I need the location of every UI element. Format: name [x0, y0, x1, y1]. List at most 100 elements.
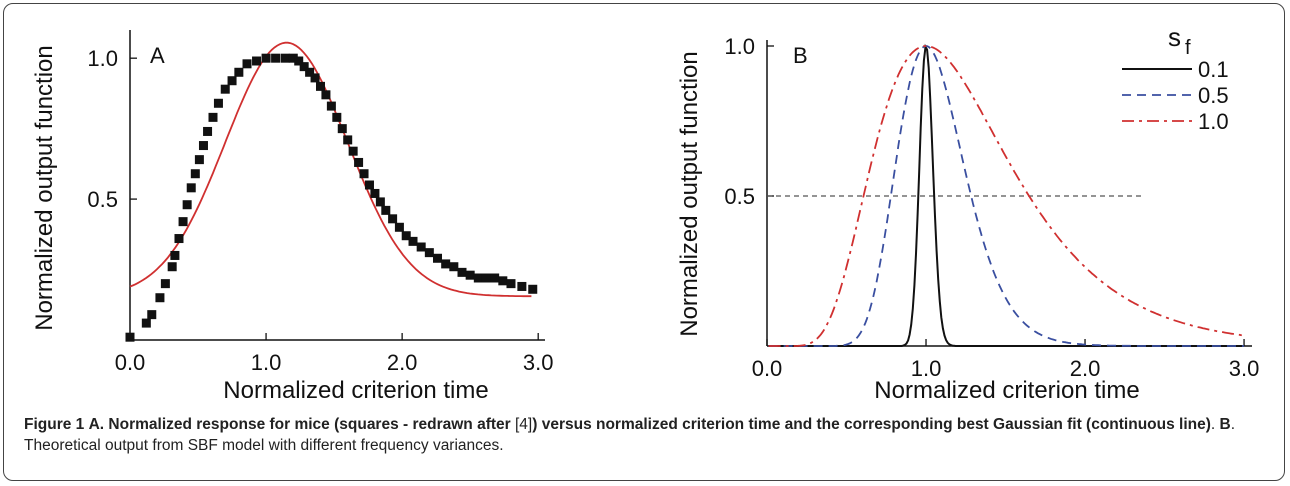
- panel-a-x-tick-label: 0.0: [115, 350, 146, 375]
- data-point-square: [517, 281, 527, 291]
- data-point-square: [194, 155, 204, 165]
- data-point-square: [343, 135, 353, 145]
- data-point-square: [167, 262, 177, 272]
- data-point-square: [242, 59, 252, 69]
- data-point-square: [208, 112, 218, 122]
- data-point-square: [178, 217, 188, 227]
- data-point-square: [186, 183, 196, 193]
- data-point-square: [310, 73, 320, 83]
- data-point-square: [359, 169, 369, 179]
- data-point-square: [271, 53, 281, 63]
- data-point-square: [147, 310, 157, 320]
- data-point-square: [203, 126, 213, 136]
- data-point-square: [457, 267, 467, 277]
- panel-a-y-tick-label: 1.0: [87, 46, 118, 71]
- panel-a-x-tick-label: 1.0: [251, 350, 282, 375]
- caption-part-a-text2: ) versus normalized criterion time and t…: [532, 416, 1211, 433]
- data-point-square: [261, 53, 271, 63]
- legend-items: 0.10.51.0: [1122, 57, 1229, 134]
- data-point-square: [174, 234, 184, 244]
- data-point-square: [433, 253, 443, 263]
- data-point-square: [220, 84, 230, 94]
- data-point-square: [190, 169, 200, 179]
- panel-b-y-tick-label: 0.5: [724, 184, 755, 209]
- panel-a-axes: [129, 30, 545, 341]
- data-point-square: [364, 180, 374, 190]
- data-point-square: [449, 262, 459, 272]
- caption-part-a-letter: A.: [88, 416, 105, 433]
- panel-a-ticks: 0.0 1.0 2.0 3.0 0.5 1.0: [87, 46, 553, 375]
- panel-b-y-axis-title: Normalized output function: [676, 51, 703, 337]
- data-point-square: [337, 124, 347, 134]
- curve-sf-1.0: [768, 45, 1245, 347]
- panel-a-x-axis-title: Normalized criterion time: [223, 377, 488, 404]
- data-point-square: [332, 112, 342, 122]
- data-point-square: [141, 318, 151, 328]
- data-point-square: [401, 231, 411, 241]
- data-point-square: [227, 76, 237, 86]
- panel-a-y-axis-title: Normalized output function: [31, 45, 58, 331]
- panel-b-x-axis-title: Normalized criterion time: [874, 377, 1139, 404]
- panel-b-curves: [768, 43, 1245, 347]
- legend-title-subscript: f: [1185, 37, 1191, 59]
- figure-frame: [3, 3, 1285, 481]
- data-point-square: [528, 284, 538, 294]
- data-point-square: [305, 67, 315, 77]
- data-point-square: [388, 214, 398, 224]
- panel-b-ticks: 0.0 1.0 2.0 3.00.51.0: [724, 34, 1259, 381]
- panel-a-y-tick-label: 0.5: [87, 187, 118, 212]
- data-point-square: [155, 293, 165, 303]
- data-point-square: [198, 141, 208, 151]
- panel-a: 0.0 1.0 2.0 3.0 0.5 1.0 A Normalized criterio…: [31, 30, 553, 404]
- data-point-square: [481, 273, 491, 283]
- legend-label-0.1: 0.1: [1198, 57, 1229, 82]
- data-point-square: [473, 273, 483, 283]
- data-point-square: [299, 62, 309, 72]
- data-point-square: [321, 90, 331, 100]
- curve-sf-0.5: [768, 45, 1244, 347]
- data-point-square: [354, 157, 364, 167]
- panel-b-x-tick-label: 2.0: [1070, 356, 1101, 381]
- data-point-square: [375, 197, 385, 207]
- data-point-square: [441, 259, 451, 269]
- caption-separator: .: [1210, 416, 1220, 433]
- data-point-square: [326, 101, 336, 111]
- data-point-square: [170, 250, 180, 260]
- panel-a-x-tick-label: 3.0: [523, 350, 554, 375]
- panel-b-x-tick-label: 1.0: [911, 356, 942, 381]
- panel-a-data-points: [125, 53, 538, 342]
- gaussian-fit-line: [129, 41, 532, 298]
- data-point-square: [252, 56, 262, 66]
- data-point-square: [381, 205, 391, 215]
- legend-title-s: s: [1168, 22, 1181, 52]
- data-point-square: [234, 67, 244, 77]
- data-point-square: [315, 81, 325, 91]
- panel-b-letter: B: [793, 43, 808, 68]
- data-point-square: [182, 200, 192, 210]
- data-point-square: [160, 279, 170, 289]
- data-point-square: [490, 273, 500, 283]
- panel-a-gaussian-fit: [129, 41, 532, 298]
- panel-a-letter: A: [150, 43, 165, 68]
- caption-part-a-text: Normalized response for mice (squares - …: [104, 416, 515, 433]
- data-point-square: [288, 53, 298, 63]
- data-point-square: [465, 270, 475, 280]
- curve-sf-0.1: [768, 43, 1244, 347]
- panel-b-x-tick-label: 3.0: [1229, 356, 1260, 381]
- data-point-square: [506, 279, 516, 289]
- panel-b-y-tick-label: 1.0: [724, 34, 755, 59]
- caption-reference[interactable]: [4]: [515, 416, 533, 433]
- data-point-square: [280, 53, 290, 63]
- data-point-square: [125, 332, 135, 342]
- data-point-square: [498, 276, 508, 286]
- legend-label-0.5: 0.5: [1198, 83, 1229, 108]
- panel-b: 0.0 1.0 2.0 3.00.51.0 B Normalized criterio…: [676, 22, 1259, 404]
- data-point-square: [394, 222, 404, 232]
- legend-label-1.0: 1.0: [1198, 109, 1229, 134]
- data-point-square: [370, 188, 380, 198]
- panel-b-axes: [766, 40, 1252, 347]
- data-point-square: [294, 56, 304, 66]
- data-point-square: [416, 242, 426, 252]
